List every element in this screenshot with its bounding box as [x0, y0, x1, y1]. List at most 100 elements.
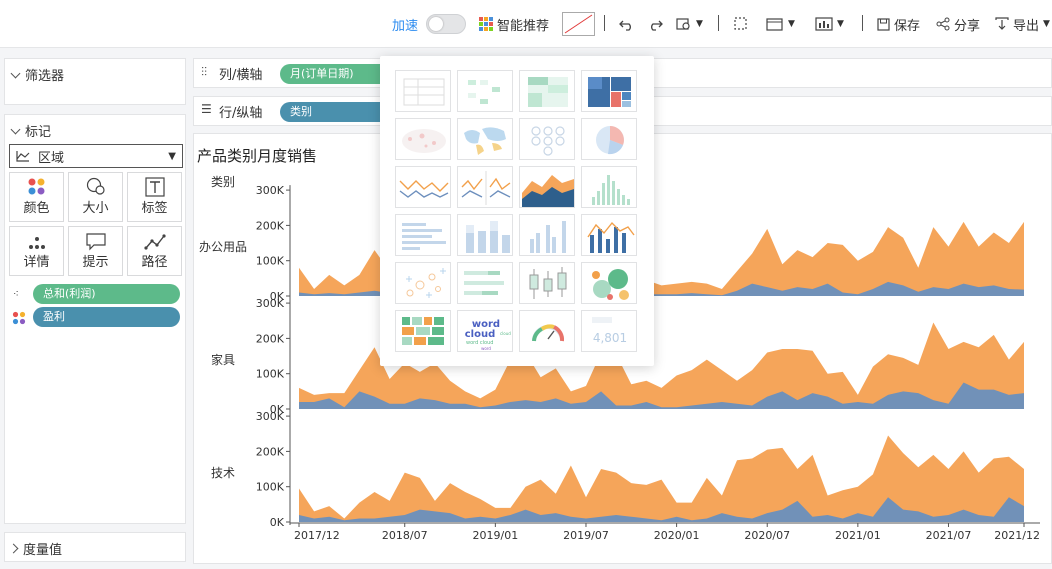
chart-type-pie[interactable]: [581, 118, 637, 160]
chevron-down-icon: [10, 68, 21, 78]
mark-tooltip-label: 提示: [82, 255, 109, 270]
category-label-office: 办公用品: [199, 240, 248, 254]
marks-section-header[interactable]: 标记: [9, 121, 51, 140]
chart-type-map-dots[interactable]: [395, 118, 451, 160]
zoom-icon: [676, 18, 690, 30]
mark-size-label: 大小: [82, 201, 109, 216]
mark-size-button[interactable]: 大小: [68, 172, 123, 222]
chart-type-histogram[interactable]: [581, 166, 637, 208]
brush-button[interactable]: [734, 14, 748, 34]
mark-label-label: 标签: [141, 201, 168, 216]
color-dots-icon: [12, 311, 26, 325]
field-pill-profit-sum[interactable]: 总和(利润): [33, 284, 180, 304]
chart-type-table[interactable]: [395, 70, 451, 112]
accelerate-toggle[interactable]: [426, 14, 467, 34]
field-pill-label: 盈利: [43, 310, 65, 323]
kpi-number: 4,801: [593, 331, 627, 345]
chart-type-column[interactable]: [519, 214, 575, 256]
color-dots-icon: [28, 178, 44, 195]
top-toolbar: 加速 智能推荐 ▼ ▼ ▼ 保存: [0, 0, 1052, 48]
mark-color-label: 颜色: [23, 201, 50, 216]
mark-label-button[interactable]: 标签: [127, 172, 182, 222]
svg-text:word: word: [472, 319, 500, 330]
svg-text:word: word: [481, 346, 491, 351]
marks-panel: 标记 区域 ▼ 颜色 大小 标签 详情 提示 路径 ⁖ 总和(利润) 盈利: [4, 114, 186, 524]
mark-detail-button[interactable]: 详情: [9, 226, 64, 276]
rows-field-label: 类别: [290, 105, 312, 118]
mark-path-label: 路径: [141, 255, 168, 270]
chart-type-gauge[interactable]: [519, 310, 575, 352]
chart-type-scatter[interactable]: [395, 262, 451, 304]
export-button[interactable]: 导出 ▼: [995, 14, 1050, 34]
smart-recommend-button[interactable]: 智能推荐: [479, 14, 549, 34]
svg-text:cloud: cloud: [500, 331, 511, 336]
share-icon: [936, 17, 950, 31]
zoom-dropdown[interactable]: ▼: [676, 14, 703, 34]
caret-down-icon: ▼: [168, 150, 176, 162]
columns-icon: ⫶⫶: [201, 65, 208, 79]
chart-type-symbol-map[interactable]: [519, 118, 575, 160]
text-icon: [144, 177, 165, 197]
window-icon: [766, 18, 783, 31]
columns-field-pill[interactable]: 月(订单日期): [280, 64, 390, 84]
share-button[interactable]: 分享: [936, 14, 980, 34]
chart-type-bubble[interactable]: [581, 262, 637, 304]
chart-type-horizontal-bar[interactable]: [395, 214, 451, 256]
rows-icon: ☰: [201, 102, 212, 116]
chart-type-selector[interactable]: [562, 12, 595, 36]
chart-type-highlight-table[interactable]: [457, 70, 513, 112]
category-label-tech: 技术: [211, 466, 236, 480]
chart-title: 产品类别月度销售: [197, 147, 318, 165]
filter-panel: 筛选器: [4, 58, 186, 105]
category-label-furniture: 家具: [211, 353, 236, 367]
mark-tooltip-button[interactable]: 提示: [68, 226, 123, 276]
columns-shelf-label: 列/横轴: [219, 68, 263, 83]
save-label: 保存: [894, 18, 921, 34]
chart-type-stacked-bar[interactable]: [457, 214, 513, 256]
measure-title: 度量值: [23, 543, 63, 558]
measure-panel: 度量值: [4, 532, 186, 562]
measure-section-header[interactable]: 度量值: [8, 539, 63, 558]
detail-dots-icon: ⁖: [13, 289, 19, 300]
caret-down-icon: ▼: [696, 19, 703, 29]
chart-type-world-map[interactable]: [457, 118, 513, 160]
grid-icon: [479, 17, 493, 31]
chart-type-wordcloud[interactable]: word cloud cloud word cloud word: [457, 310, 513, 352]
no-chart-icon: [564, 14, 593, 34]
rows-field-pill[interactable]: 类别: [280, 102, 390, 122]
chevron-down-icon: [10, 124, 21, 134]
export-icon: [995, 17, 1009, 30]
share-label: 分享: [954, 18, 981, 34]
mark-type-value: 区域: [38, 150, 65, 166]
mark-type-select[interactable]: 区域 ▼: [9, 144, 183, 168]
chart-type-dual-line[interactable]: [457, 166, 513, 208]
chart-type-treemap[interactable]: [581, 70, 637, 112]
chart-type-heatmap[interactable]: [519, 70, 575, 112]
svg-text:cloud: cloud: [465, 329, 496, 340]
filter-section-header[interactable]: 筛选器: [9, 65, 64, 84]
field-pill-profitable[interactable]: 盈利: [33, 307, 180, 327]
undo-button[interactable]: [619, 14, 635, 34]
chart-type-kpi-card[interactable]: 4,801: [581, 310, 637, 352]
save-button[interactable]: 保存: [877, 14, 920, 34]
area-chart-icon: [16, 151, 30, 162]
chart-type-bar-line[interactable]: [581, 214, 637, 256]
chart-type-stacked-area[interactable]: [519, 166, 575, 208]
chart-type-gantt[interactable]: [457, 262, 513, 304]
marks-title: 标记: [25, 125, 52, 140]
chart-type-word-treemap[interactable]: [395, 310, 451, 352]
path-icon: [143, 234, 166, 250]
accelerate-label: 加速: [392, 18, 419, 34]
chart-recommend-popup: word cloud cloud word cloud word 4,801: [380, 56, 654, 366]
caret-down-icon: ▼: [788, 19, 795, 29]
chart-style-dropdown[interactable]: ▼: [815, 14, 844, 34]
chart-type-line[interactable]: [395, 166, 451, 208]
mark-path-button[interactable]: 路径: [127, 226, 182, 276]
layout-dropdown[interactable]: ▼: [766, 14, 795, 34]
mark-color-button[interactable]: 颜色: [9, 172, 64, 222]
filter-title: 筛选器: [25, 69, 65, 84]
redo-button[interactable]: [647, 14, 663, 34]
size-circles-icon: [86, 177, 105, 195]
chart-type-boxplot[interactable]: [519, 262, 575, 304]
bar-chart-icon: [815, 17, 833, 31]
